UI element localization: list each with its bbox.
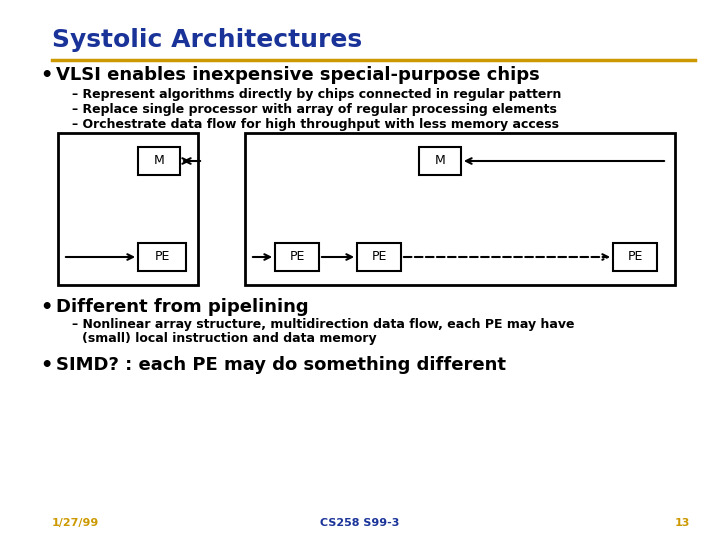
Text: Systolic Architectures: Systolic Architectures [52, 28, 362, 52]
Text: 1/27/99: 1/27/99 [52, 518, 99, 528]
Text: PE: PE [154, 251, 170, 264]
Text: SIMD? : each PE may do something different: SIMD? : each PE may do something differe… [56, 356, 506, 374]
Bar [138, 243, 186, 271]
Text: (small) local instruction and data memory: (small) local instruction and data memor… [82, 332, 377, 345]
Text: M: M [153, 154, 164, 167]
Bar [138, 147, 180, 175]
Bar [58, 133, 198, 285]
Text: Different from pipelining: Different from pipelining [56, 298, 309, 316]
Bar [613, 243, 657, 271]
Text: •: • [40, 298, 53, 317]
Bar [275, 243, 319, 271]
Bar [419, 147, 461, 175]
Text: PE: PE [372, 251, 387, 264]
Text: PE: PE [627, 251, 643, 264]
Bar [245, 133, 675, 285]
Text: – Represent algorithms directly by chips connected in regular pattern: – Represent algorithms directly by chips… [72, 88, 562, 101]
Bar [357, 243, 401, 271]
Text: – Replace single processor with array of regular processing elements: – Replace single processor with array of… [72, 103, 557, 116]
Text: M: M [435, 154, 446, 167]
Text: PE: PE [289, 251, 305, 264]
Text: •: • [40, 356, 53, 375]
Text: 13: 13 [675, 518, 690, 528]
Text: – Orchestrate data flow for high throughput with less memory access: – Orchestrate data flow for high through… [72, 118, 559, 131]
Text: CS258 S99-3: CS258 S99-3 [320, 518, 400, 528]
Text: •: • [40, 66, 53, 85]
Text: VLSI enables inexpensive special-purpose chips: VLSI enables inexpensive special-purpose… [56, 66, 540, 84]
Text: – Nonlinear array structure, multidirection data flow, each PE may have: – Nonlinear array structure, multidirect… [72, 318, 575, 331]
